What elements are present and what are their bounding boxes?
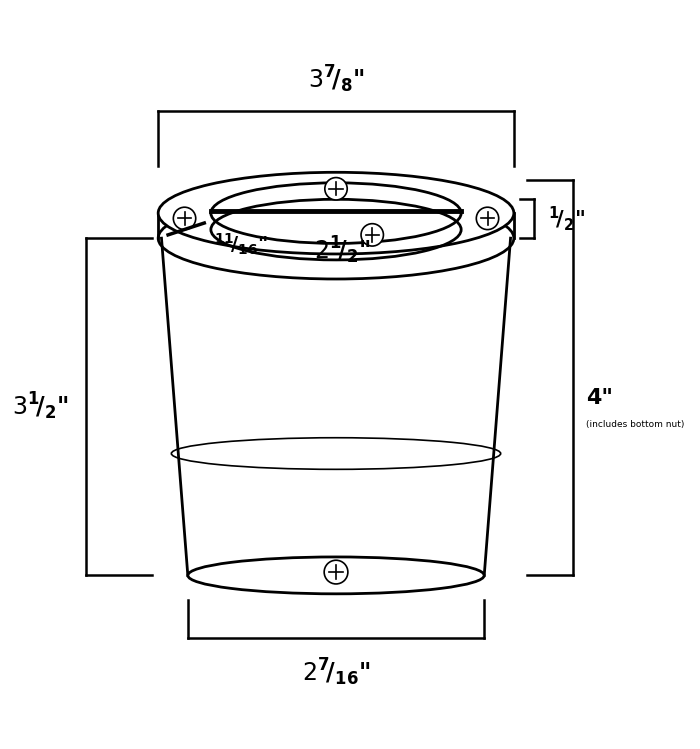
- Text: (includes bottom nut): (includes bottom nut): [587, 419, 685, 428]
- Circle shape: [361, 224, 384, 246]
- Ellipse shape: [188, 557, 484, 594]
- Circle shape: [476, 207, 498, 230]
- Ellipse shape: [158, 172, 514, 254]
- Text: $2\mathregular{^{1}\!/_{2}}$": $2\mathregular{^{1}\!/_{2}}$": [314, 234, 371, 266]
- Text: $3\mathregular{^{1}\!/_{2}}$": $3\mathregular{^{1}\!/_{2}}$": [13, 391, 69, 422]
- Ellipse shape: [158, 197, 514, 279]
- Text: $\mathregular{^{11}\!/_{16}}$": $\mathregular{^{11}\!/_{16}}$": [214, 231, 268, 257]
- Circle shape: [174, 207, 196, 230]
- Text: $\mathregular{^{1}\!/_{2}}$": $\mathregular{^{1}\!/_{2}}$": [548, 204, 585, 233]
- Text: $3\mathregular{^{7}\!/_{8}}$": $3\mathregular{^{7}\!/_{8}}$": [307, 63, 365, 94]
- Text: 4": 4": [587, 388, 613, 407]
- Circle shape: [325, 178, 347, 200]
- Text: $2\mathregular{^{7}\!/_{16}}$": $2\mathregular{^{7}\!/_{16}}$": [302, 656, 370, 688]
- Circle shape: [324, 560, 348, 584]
- Ellipse shape: [211, 183, 461, 243]
